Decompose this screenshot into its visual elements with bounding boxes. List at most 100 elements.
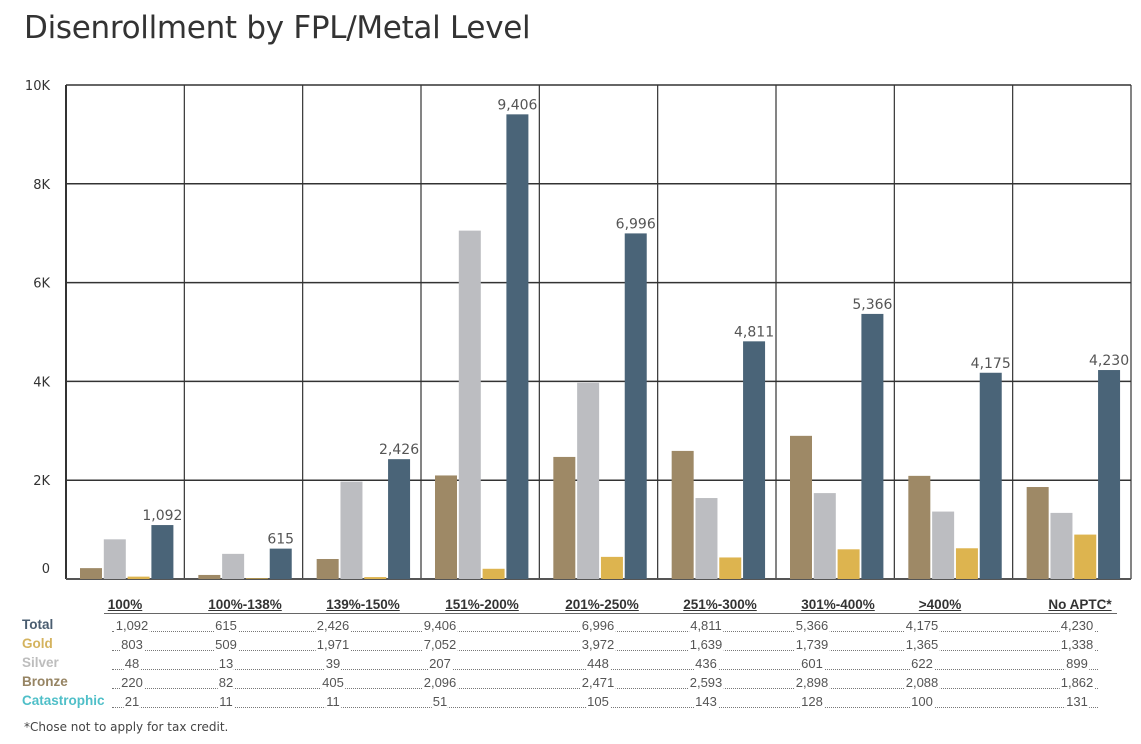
table-cell: 1,639	[688, 637, 724, 652]
bar-silver	[955, 548, 978, 579]
bar-silver	[837, 549, 860, 579]
bar-gold	[340, 481, 363, 579]
column-header: No APTC*	[1048, 597, 1112, 612]
y-tick-label: 0	[42, 562, 50, 577]
row-label-catastrophic: Catastrophic	[22, 693, 105, 708]
table-cell: 39	[324, 656, 342, 671]
y-tick-label: 8K	[33, 178, 50, 193]
bar-bronze	[671, 450, 694, 579]
table-cell: 21	[123, 694, 141, 709]
y-tick-label: 10K	[25, 79, 51, 94]
bar-gold	[103, 539, 126, 579]
table-cell: 6,996	[580, 618, 616, 633]
data-label-total: 1,092	[142, 508, 182, 524]
row-label-silver: Silver	[22, 655, 59, 670]
table-cell: 9,406	[422, 618, 458, 633]
data-label-total: 2,426	[379, 442, 419, 458]
bar-gold	[222, 553, 245, 579]
table-cell: 7,052	[422, 637, 458, 652]
table-cell: 48	[123, 656, 141, 671]
table-cell: 1,739	[794, 637, 830, 652]
bar-bronze	[553, 456, 576, 579]
table-cell: 2,471	[580, 675, 616, 690]
data-label-total: 5,366	[852, 297, 892, 313]
bar-total	[979, 372, 1002, 579]
bar-silver	[719, 557, 742, 579]
table-cell: 2,088	[904, 675, 940, 690]
table-cell: 1,092	[114, 618, 150, 633]
table-cell: 100	[910, 694, 934, 709]
bar-total	[269, 548, 292, 579]
row-label-bronze: Bronze	[22, 674, 68, 689]
table-cell: 1,365	[904, 637, 940, 652]
table-cell: 4,811	[689, 618, 723, 633]
bar-gold	[577, 382, 600, 579]
bar-total	[151, 525, 174, 579]
table-cell: 5,366	[794, 618, 830, 633]
bar-total	[624, 233, 647, 580]
data-label-total: 4,230	[1089, 353, 1129, 369]
table-cell: 143	[694, 694, 718, 709]
table-cell: 448	[586, 656, 610, 671]
table-cell: 220	[120, 675, 144, 690]
header-underline	[104, 613, 1117, 614]
bar-bronze	[198, 574, 221, 579]
table-cell: 3,972	[580, 637, 616, 652]
table-cell: 13	[217, 656, 235, 671]
bar-bronze	[316, 558, 339, 579]
table-cell: 803	[120, 637, 144, 652]
column-header: 201%-250%	[565, 597, 639, 612]
bar-bronze	[908, 475, 931, 579]
table-cell: 1,862	[1059, 675, 1095, 690]
table-cell: 2,898	[794, 675, 830, 690]
bar-gold	[695, 498, 718, 579]
row-label-gold: Gold	[22, 636, 53, 651]
table-cell: 509	[214, 637, 238, 652]
table-cell: 2,096	[422, 675, 458, 690]
y-tick-label: 4K	[33, 375, 50, 390]
table-cell: 899	[1065, 656, 1089, 671]
bar-total	[506, 114, 529, 579]
data-label-total: 615	[267, 532, 294, 548]
row-label-total: Total	[22, 617, 54, 632]
column-header: 139%-150%	[326, 597, 400, 612]
column-header: 251%-300%	[683, 597, 757, 612]
bar-bronze	[80, 568, 102, 579]
bar-total	[861, 313, 884, 579]
data-label-total: 4,175	[971, 356, 1011, 372]
bar-silver	[482, 568, 505, 579]
chart-title: Disenrollment by FPL/Metal Level	[24, 10, 531, 46]
column-header: 100%-138%	[208, 597, 282, 612]
table-cell: 1,338	[1059, 637, 1095, 652]
column-header: 100%	[107, 597, 143, 612]
bar-silver	[245, 578, 268, 579]
bar-silver	[600, 556, 623, 579]
table-cell: 131	[1065, 694, 1089, 709]
bar-total	[743, 341, 766, 579]
column-header: 301%-400%	[801, 597, 875, 612]
data-label-total: 6,996	[616, 216, 656, 232]
table-cell: 1,971	[315, 637, 351, 652]
table-cell: 2,593	[688, 675, 724, 690]
table-cell: 51	[431, 694, 449, 709]
bar-silver	[364, 577, 387, 579]
table-cell: 82	[217, 675, 235, 690]
bar-gold	[932, 511, 955, 579]
y-tick-label: 2K	[33, 474, 50, 489]
table-cell: 2,426	[315, 618, 351, 633]
table-cell: 405	[321, 675, 345, 690]
table-cell: 11	[218, 694, 234, 709]
bar-gold	[458, 230, 481, 579]
table-cell: 436	[694, 656, 718, 671]
table-cell: 105	[586, 694, 610, 709]
bar-silver	[127, 576, 150, 579]
table-cell: 622	[910, 656, 934, 671]
bar-total	[1098, 370, 1121, 579]
bar-bronze	[790, 435, 812, 579]
bar-silver	[1074, 534, 1097, 579]
table-cell: 11	[325, 694, 341, 709]
data-label-total: 4,811	[734, 324, 774, 340]
data-label-total: 9,406	[497, 97, 537, 113]
footnote: *Chose not to apply for tax credit.	[24, 720, 229, 734]
